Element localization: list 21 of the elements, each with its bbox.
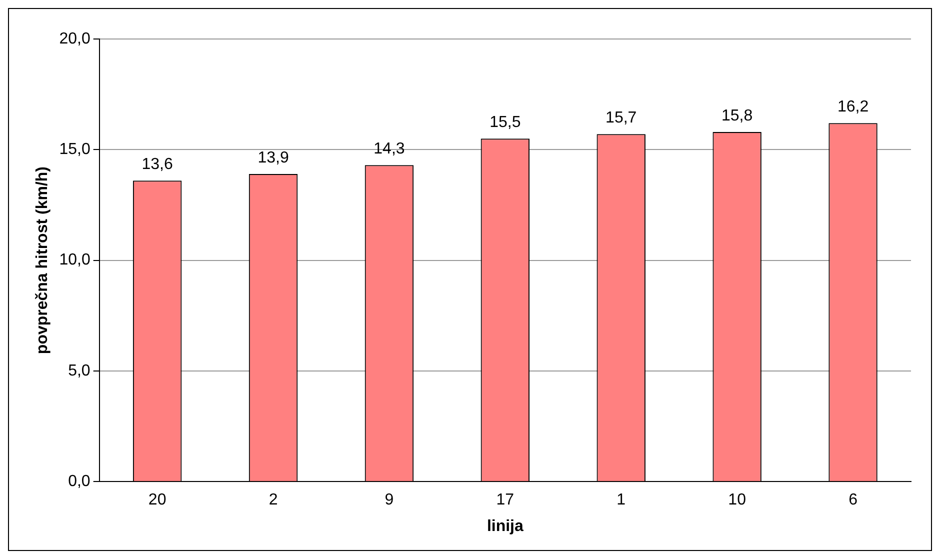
y-tick-label: 20,0 [59,30,90,48]
data-label: 14,3 [374,140,405,158]
x-tick-label: 1 [616,492,626,509]
y-axis-title: povprečna hitrost (km/h) [34,166,52,354]
data-label: 15,8 [722,107,753,124]
x-axis-title: linija [486,518,524,535]
x-tick-label: 9 [384,492,394,509]
y-tick-label: 10,0 [59,252,90,269]
data-label: 15,7 [606,110,637,127]
data-label: 13,9 [258,149,289,166]
data-label: 13,6 [142,156,173,174]
y-tick-label: 5,0 [68,362,90,380]
x-tick-label: 6 [848,492,858,509]
x-tick-label: 2 [268,492,278,509]
x-tick-label: 20 [148,492,166,509]
x-tick-label: 10 [728,492,746,509]
x-tick-label: 17 [496,492,514,509]
y-tick-label: 15,0 [59,141,90,158]
y-tick-label: 0,0 [68,473,90,490]
data-label: 16,2 [837,98,869,116]
data-label: 15,5 [490,114,521,131]
